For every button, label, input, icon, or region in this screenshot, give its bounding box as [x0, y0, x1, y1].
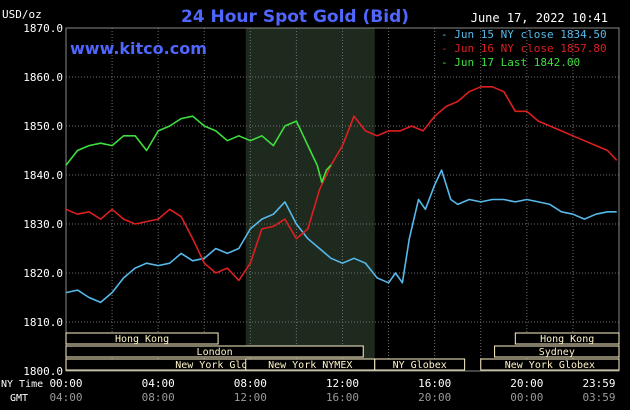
- x-axis-labels: 00:00 04:00 08:00 12:00 16:00 20:00 23:5904:00…: [49, 377, 615, 404]
- y-tick-label: 1820.0: [23, 267, 63, 280]
- series-lines: [65, 86, 618, 304]
- x-tick-label-gmt: 03:59: [582, 391, 615, 404]
- session-bar: [374, 358, 466, 371]
- session-label: Hong Kong: [115, 334, 169, 345]
- x-tick-label-ny: 12:00: [326, 377, 359, 390]
- y-axis-labels: 1870.0 1860.0 1850.0 1840.0 1830.0 1820.0 1810…: [23, 22, 63, 378]
- x-tick-label-ny: 23:59: [582, 377, 615, 390]
- y-tick-label: 1800.0: [23, 365, 63, 378]
- series-line-2: [65, 86, 618, 282]
- x-tick-label-gmt: 00:00: [510, 391, 543, 404]
- y-tick-label: 1810.0: [23, 316, 63, 329]
- x-tick-label-ny: 04:00: [142, 377, 175, 390]
- highlight-band: [245, 28, 375, 371]
- session-bar: [65, 345, 364, 358]
- session-label: Sydney: [539, 347, 575, 358]
- session-label: New York Globex: [175, 360, 265, 371]
- y-tick-label: 1840.0: [23, 169, 63, 182]
- x-tick-label-gmt: 12:00: [234, 391, 267, 404]
- x-tick-label-ny: 00:00: [49, 377, 82, 390]
- legend-entry: - Jun 17 Last 1842.00: [441, 56, 580, 69]
- series-line-1: [65, 169, 617, 304]
- x-tick-label-ny: 20:00: [510, 377, 543, 390]
- session-bar: [514, 332, 620, 345]
- session-label: New York Globex: [505, 360, 595, 371]
- session-label: NY Globex: [393, 360, 447, 371]
- grid-lines: [65, 27, 620, 372]
- y-tick-label: 1860.0: [23, 71, 63, 84]
- timestamp: June 17, 2022 10:41: [471, 11, 608, 25]
- legend-entry: - Jun 15 NY close 1834.50: [441, 28, 607, 41]
- session-label: Hong Kong: [540, 334, 594, 345]
- x-tick-label-gmt: 20:00: [418, 391, 451, 404]
- x-tick-label-gmt: 08:00: [142, 391, 175, 404]
- chart-title: 24 Hour Spot Gold (Bid): [181, 7, 409, 27]
- session-bar: [494, 345, 620, 358]
- session-label: New York NYMEX: [268, 360, 352, 371]
- session-bar: [65, 332, 219, 345]
- session-bar: [480, 358, 620, 371]
- plot-border: [65, 27, 620, 372]
- session-label: London: [197, 347, 233, 358]
- series-line-3: [65, 115, 332, 184]
- gmt-label: GMT: [10, 393, 28, 404]
- y-tick-label: 1830.0: [23, 218, 63, 231]
- legend: - Jun 15 NY close 1834.50- Jun 16 NY clo…: [441, 28, 607, 69]
- x-tick-label-gmt: 16:00: [326, 391, 359, 404]
- watermark: www.kitco.com: [70, 39, 207, 58]
- y-tick-label: 1850.0: [23, 120, 63, 133]
- ny-time-label: NY Time: [1, 379, 43, 390]
- x-tick-label-ny: 16:00: [418, 377, 451, 390]
- legend-entry: - Jun 16 NY close 1857.80: [441, 42, 607, 55]
- x-tick-label-gmt: 04:00: [49, 391, 82, 404]
- y-tick-label: 1870.0: [23, 22, 63, 35]
- unit-label: USD/oz: [2, 8, 42, 21]
- trading-sessions: Hong Kong Hong Kong London Sydney New York G…: [65, 332, 620, 371]
- x-tick-label-ny: 08:00: [234, 377, 267, 390]
